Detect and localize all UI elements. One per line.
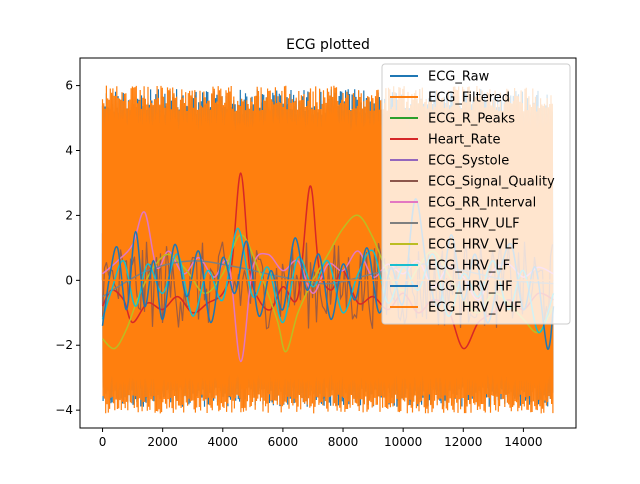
y-axis: −4 −2 0 2 4 6 bbox=[55, 79, 80, 417]
y-tick-label: 2 bbox=[65, 208, 73, 222]
legend: ECG_Raw ECG_Filtered ECG_R_Peaks Heart_Rate… bbox=[381, 63, 571, 325]
y-tick-label: −4 bbox=[55, 403, 73, 417]
legend-label-ecg-hrv-lf: ECG_HRV_LF bbox=[428, 259, 510, 274]
legend-box bbox=[381, 63, 571, 325]
x-tick-label: 8000 bbox=[328, 435, 359, 449]
y-tick-label: 4 bbox=[65, 144, 73, 158]
y-tick-label: −2 bbox=[55, 338, 73, 352]
legend-label-ecg-systole: ECG_Systole bbox=[428, 154, 509, 169]
x-tick-label: 10000 bbox=[384, 435, 422, 449]
legend-label-heart-rate: Heart_Rate bbox=[428, 133, 501, 148]
legend-label-ecg-rr-interval: ECG_RR_Interval bbox=[428, 196, 536, 211]
legend-label-ecg-hrv-vhf: ECG_HRV_VHF bbox=[428, 301, 522, 316]
x-tick-label: 14000 bbox=[504, 435, 542, 449]
y-tick-label: 0 bbox=[65, 273, 73, 287]
legend-label-ecg-signal-quality: ECG_Signal_Quality bbox=[428, 175, 555, 190]
chart-title: ECG plotted bbox=[286, 37, 370, 53]
x-tick-label: 2000 bbox=[147, 435, 178, 449]
x-tick-label: 0 bbox=[99, 435, 107, 449]
legend-label-ecg-hrv-ulf: ECG_HRV_ULF bbox=[428, 217, 520, 232]
axes-frame bbox=[79, 57, 577, 429]
legend-label-ecg-raw: ECG_Raw bbox=[428, 70, 490, 85]
x-tick-label: 12000 bbox=[444, 435, 482, 449]
x-tick-label: 4000 bbox=[208, 435, 239, 449]
x-tick-label: 6000 bbox=[268, 435, 299, 449]
legend-label-ecg-filtered: ECG_Filtered bbox=[428, 91, 510, 106]
legend-label-ecg-r-peaks: ECG_R_Peaks bbox=[428, 112, 515, 127]
legend-label-ecg-hrv-hf: ECG_HRV_HF bbox=[428, 280, 513, 295]
x-axis: 0 2000 4000 6000 8000 10000 12000 14000 bbox=[99, 428, 542, 449]
series-heart-rate bbox=[101, 172, 554, 350]
y-tick-label: 6 bbox=[65, 79, 73, 93]
legend-label-ecg-hrv-vlf: ECG_HRV_VLF bbox=[428, 238, 519, 253]
